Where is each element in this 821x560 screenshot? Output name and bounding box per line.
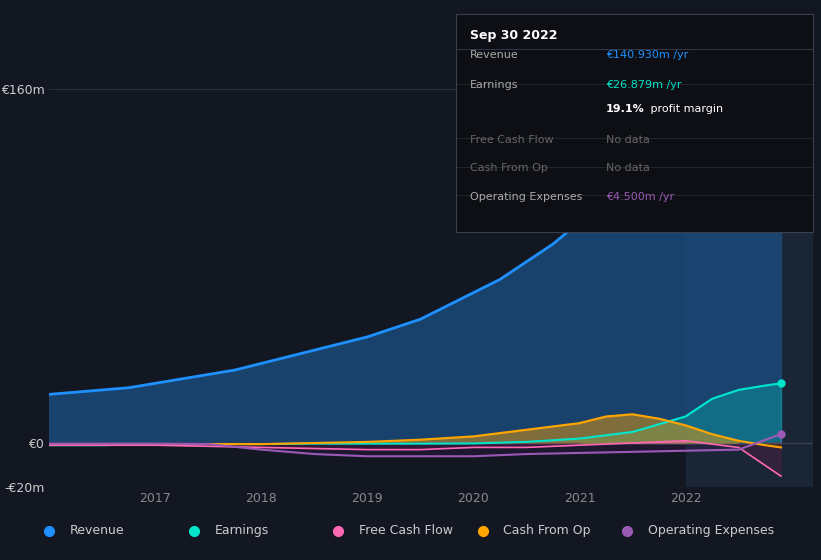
Text: Sep 30 2022: Sep 30 2022 xyxy=(470,29,557,43)
Text: Operating Expenses: Operating Expenses xyxy=(648,524,774,538)
Text: Earnings: Earnings xyxy=(470,81,518,90)
Text: 19.1%: 19.1% xyxy=(606,105,644,114)
Text: Free Cash Flow: Free Cash Flow xyxy=(359,524,452,538)
Text: Operating Expenses: Operating Expenses xyxy=(470,192,582,202)
Text: €140.930m /yr: €140.930m /yr xyxy=(606,50,688,60)
Bar xyxy=(686,67,813,487)
Text: Revenue: Revenue xyxy=(70,524,125,538)
Text: Cash From Op: Cash From Op xyxy=(503,524,591,538)
Text: Earnings: Earnings xyxy=(214,524,268,538)
Text: Revenue: Revenue xyxy=(470,50,519,60)
Text: €4.500m /yr: €4.500m /yr xyxy=(606,192,674,202)
Text: Cash From Op: Cash From Op xyxy=(470,164,548,174)
Text: Free Cash Flow: Free Cash Flow xyxy=(470,135,553,145)
Text: No data: No data xyxy=(606,164,649,174)
Text: profit margin: profit margin xyxy=(647,105,722,114)
Text: €26.879m /yr: €26.879m /yr xyxy=(606,81,681,90)
Text: No data: No data xyxy=(606,135,649,145)
